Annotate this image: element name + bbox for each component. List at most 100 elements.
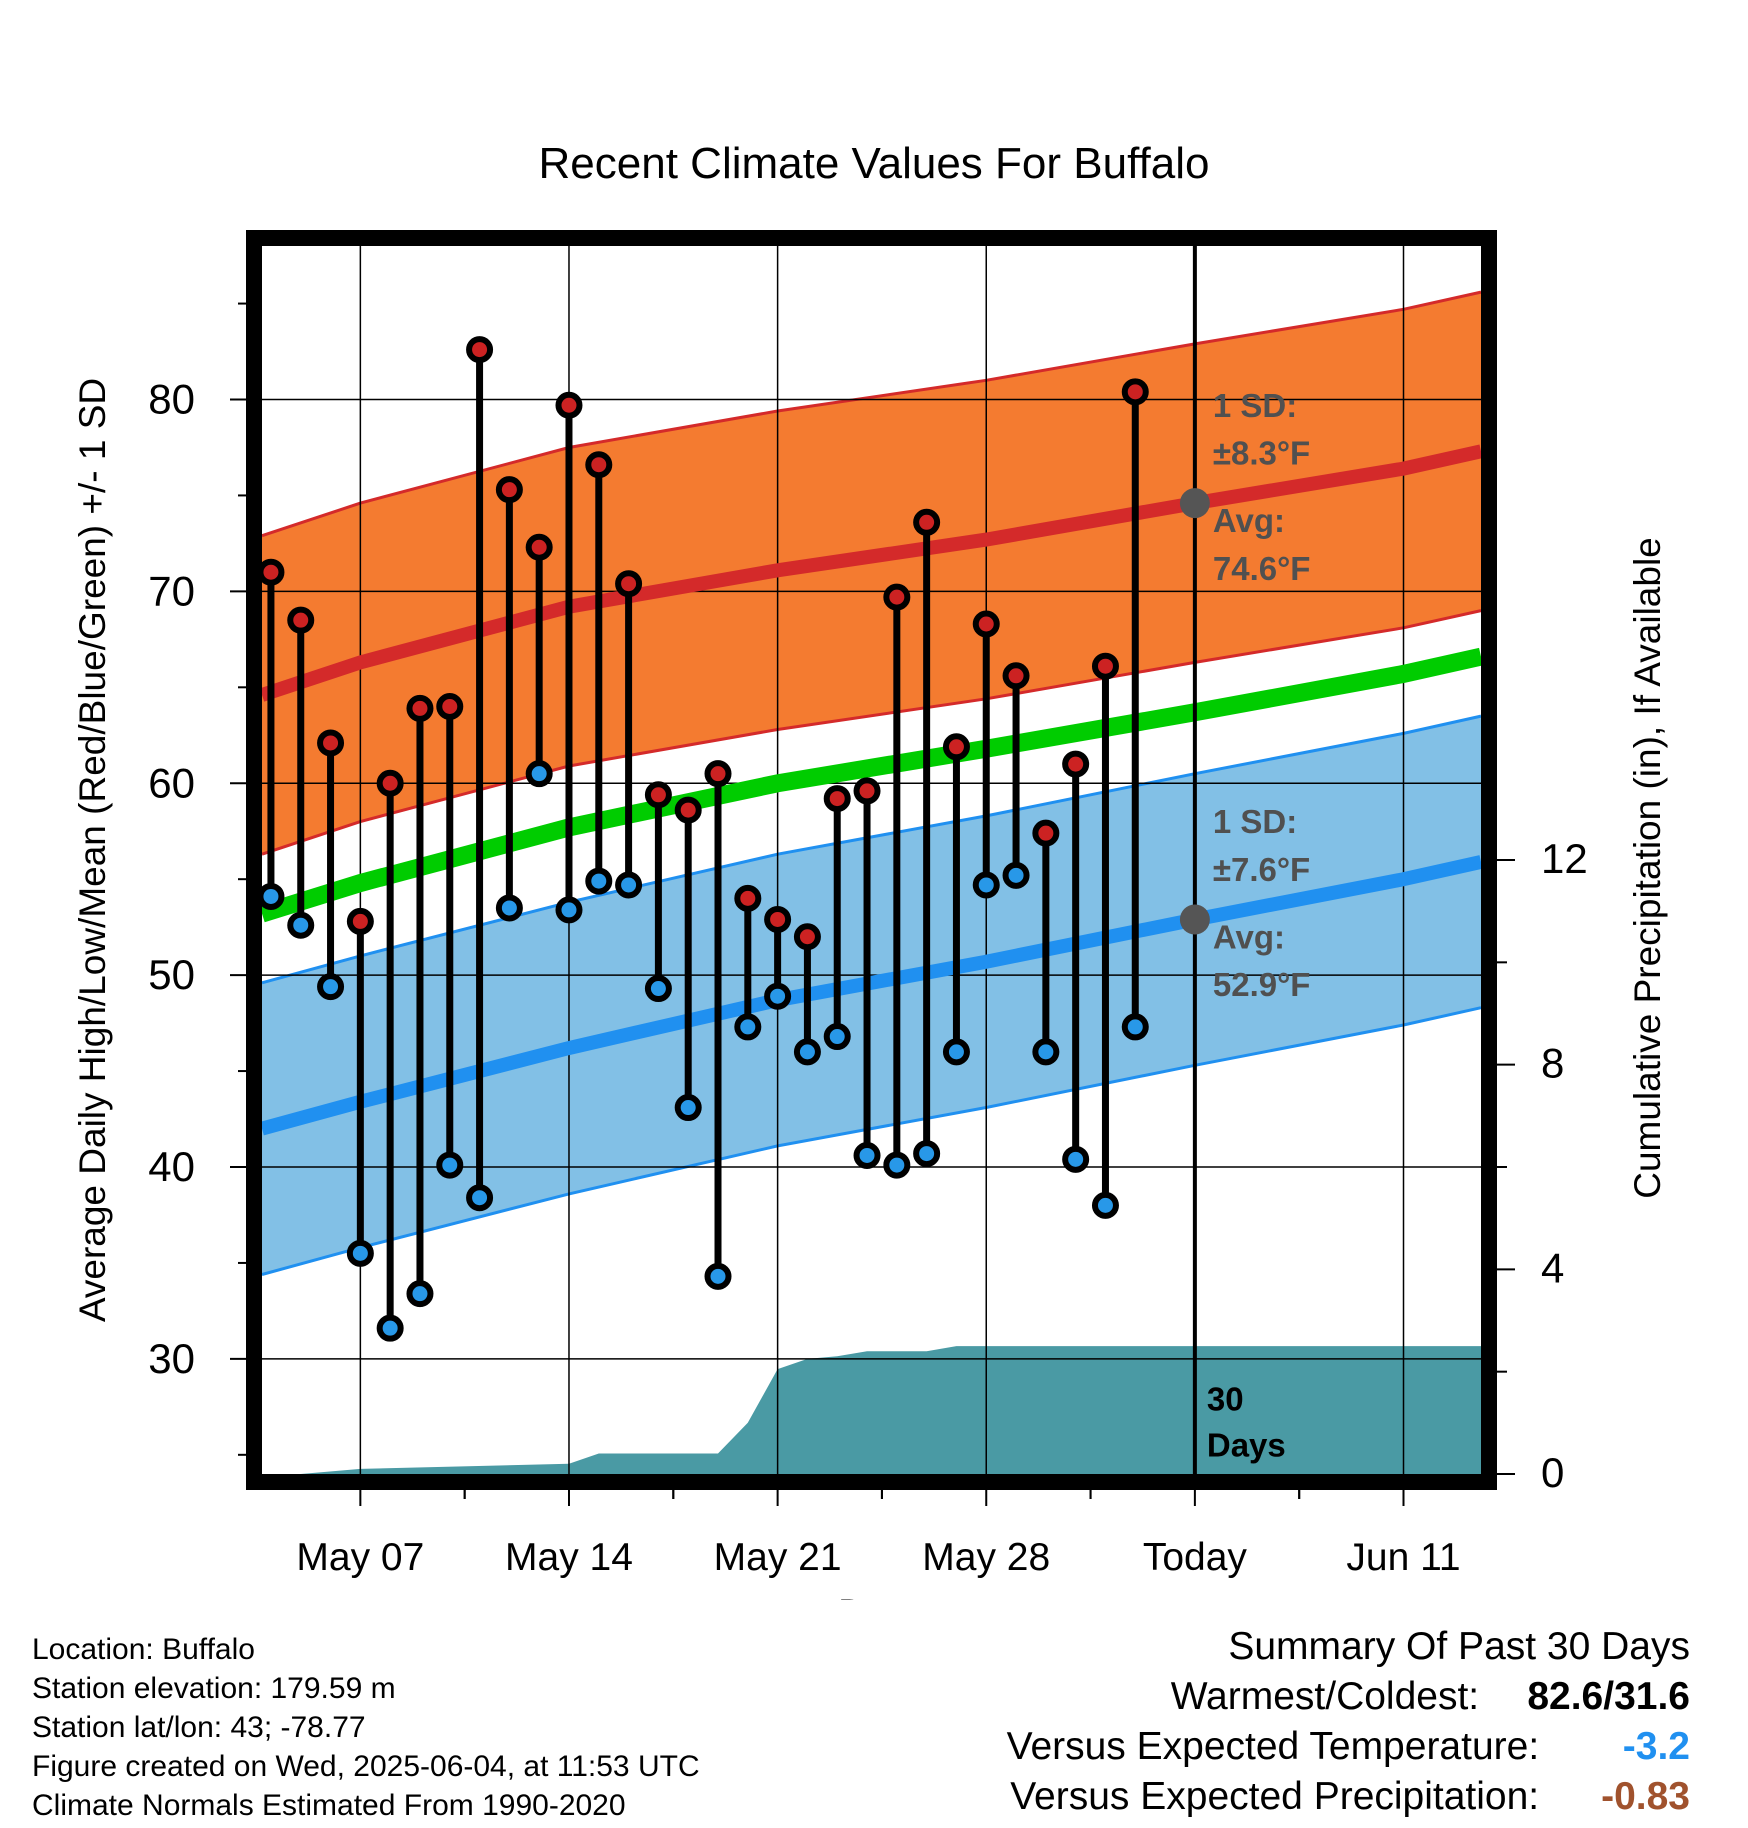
daily-low-point bbox=[644, 975, 672, 1003]
x-tick-label: Today bbox=[1143, 1536, 1248, 1579]
daily-high-point bbox=[972, 610, 1000, 638]
daily-high-point bbox=[913, 508, 941, 536]
summary-title: Summary Of Past 30 Days bbox=[1228, 1625, 1690, 1668]
low-sd-label: 1 SD: bbox=[1213, 803, 1297, 840]
x-tick-label: May 28 bbox=[922, 1536, 1050, 1579]
daily-low-point bbox=[585, 867, 613, 895]
daily-high-point bbox=[704, 760, 732, 788]
daily-high-point bbox=[674, 796, 702, 824]
y-axis-label: Average Daily High/Low/Mean (Red/Blue/Gr… bbox=[72, 378, 113, 1322]
summary-precip-row: Versus Expected Precipitation: -0.83 bbox=[1007, 1772, 1690, 1822]
daily-high-point bbox=[1032, 819, 1060, 847]
daily-low-point bbox=[257, 882, 285, 910]
daily-high-point bbox=[734, 884, 762, 912]
daily-low-point bbox=[346, 1239, 374, 1267]
daily-low-point bbox=[1062, 1145, 1090, 1173]
today-high-avg-marker bbox=[1179, 488, 1210, 519]
temp-value: -3.2 bbox=[1622, 1725, 1690, 1768]
y-tick-label: 80 bbox=[148, 376, 195, 423]
y2-tick-label: 4 bbox=[1541, 1244, 1564, 1291]
today-low-avg-marker bbox=[1179, 904, 1210, 935]
daily-high-point bbox=[555, 391, 583, 419]
temp-label: Versus Expected Temperature: bbox=[1006, 1725, 1540, 1768]
daily-low-point bbox=[913, 1140, 941, 1168]
high-band-upper-edge bbox=[261, 290, 1482, 538]
high-avg-label: Avg: bbox=[1213, 502, 1285, 539]
precip-area bbox=[262, 1346, 1481, 1474]
daily-low-point bbox=[734, 1013, 762, 1041]
daily-high-point bbox=[823, 785, 851, 813]
daily-high-point bbox=[317, 729, 345, 757]
station-latlon: Station lat/lon: 43; -78.77 bbox=[32, 1711, 366, 1744]
daily-high-point bbox=[436, 693, 464, 720]
daily-high-point bbox=[1121, 378, 1149, 406]
daily-low-point bbox=[704, 1262, 732, 1290]
daily-high-point bbox=[883, 583, 911, 611]
y-tick-label: 40 bbox=[148, 1143, 195, 1190]
daily-low-point bbox=[972, 871, 1000, 899]
daily-high-point bbox=[257, 558, 285, 586]
daily-low-point bbox=[793, 1038, 821, 1066]
climate-chart: Recent Climate Values For Buffalo 1 SD: ±… bbox=[72, 139, 1668, 1600]
daily-low-point bbox=[406, 1280, 434, 1308]
summary-panel: Summary Of Past 30 Days Warmest/Coldest:… bbox=[1007, 1622, 1690, 1822]
daily-high-point bbox=[615, 570, 643, 598]
warmest-value: 82.6/31.6 bbox=[1527, 1675, 1690, 1718]
daily-low-point bbox=[853, 1141, 881, 1169]
daily-high-point bbox=[764, 905, 792, 933]
daily-low-point bbox=[1032, 1038, 1060, 1066]
daily-low-point bbox=[495, 894, 523, 922]
daily-low-point bbox=[525, 760, 553, 788]
daily-high-point bbox=[853, 777, 881, 805]
daily-low-point bbox=[1091, 1191, 1119, 1219]
station-elevation: Station elevation: 179.59 m bbox=[32, 1672, 396, 1705]
daily-low-point bbox=[436, 1151, 464, 1179]
daily-high-point bbox=[287, 606, 315, 634]
high-avg-value: 74.6°F bbox=[1213, 550, 1311, 587]
daily-high-point bbox=[466, 336, 494, 364]
plot-frame bbox=[246, 230, 1497, 1490]
daily-low-point bbox=[823, 1023, 851, 1051]
chart-title: Recent Climate Values For Buffalo bbox=[539, 139, 1210, 188]
plot-area: 1 SD: ±8.3°F Avg: 74.6°F 1 SD: ±7.6°F Avg: 52.9… bbox=[148, 230, 1588, 1579]
y-tick-label: 50 bbox=[148, 951, 195, 998]
daily-high-point bbox=[1091, 652, 1119, 680]
x-tick-label: May 14 bbox=[505, 1536, 633, 1579]
x-tick-label: May 21 bbox=[714, 1536, 842, 1579]
y-tick-label: 60 bbox=[148, 759, 195, 806]
y2-tick-label: 12 bbox=[1541, 835, 1588, 882]
daily-low-point bbox=[317, 973, 345, 1001]
daily-low-point bbox=[555, 896, 583, 924]
daily-high-point bbox=[1002, 662, 1030, 690]
low-band-upper-edge bbox=[261, 714, 1482, 985]
daily-low-point bbox=[942, 1038, 970, 1066]
low-avg-label: Avg: bbox=[1213, 918, 1285, 955]
daily-high-point bbox=[376, 769, 404, 797]
y2-axis-label: Cumulative Precipitation (in), If Availa… bbox=[1627, 537, 1668, 1199]
precip-label: Versus Expected Precipitation: bbox=[1010, 1775, 1540, 1818]
daily-low-point bbox=[376, 1314, 404, 1342]
summary-warmest-row: Warmest/Coldest: 82.6/31.6 bbox=[1007, 1672, 1690, 1722]
x-tick-label: Jun 11 bbox=[1346, 1536, 1460, 1579]
daily-high-point bbox=[644, 781, 672, 809]
low-band-lower-edge bbox=[261, 1006, 1482, 1276]
y-tick-label: 30 bbox=[148, 1335, 195, 1382]
warmest-label: Warmest/Coldest: bbox=[1170, 1675, 1480, 1718]
precip-value: -0.83 bbox=[1601, 1775, 1690, 1818]
daily-low-point bbox=[466, 1184, 494, 1212]
low-avg-value: 52.9°F bbox=[1213, 966, 1311, 1003]
low-sd-band bbox=[262, 716, 1481, 1275]
y2-tick-label: 0 bbox=[1541, 1449, 1564, 1496]
y-tick-label: 70 bbox=[148, 567, 195, 614]
y2-tick-label: 8 bbox=[1541, 1040, 1564, 1087]
daily-high-point bbox=[495, 476, 523, 504]
station-location: Location: Buffalo bbox=[32, 1633, 255, 1666]
high-sd-label: 1 SD: bbox=[1213, 387, 1297, 424]
summary-temp-row: Versus Expected Temperature: -3.2 bbox=[1007, 1722, 1690, 1772]
daily-low-point bbox=[1121, 1013, 1149, 1041]
daily-high-point bbox=[585, 451, 613, 479]
daily-low-point bbox=[615, 871, 643, 899]
high-sd-value: ±8.3°F bbox=[1213, 435, 1310, 472]
high-band-lower-edge bbox=[261, 609, 1482, 856]
figure-created: Figure created on Wed, 2025-06-04, at 11… bbox=[32, 1750, 700, 1783]
